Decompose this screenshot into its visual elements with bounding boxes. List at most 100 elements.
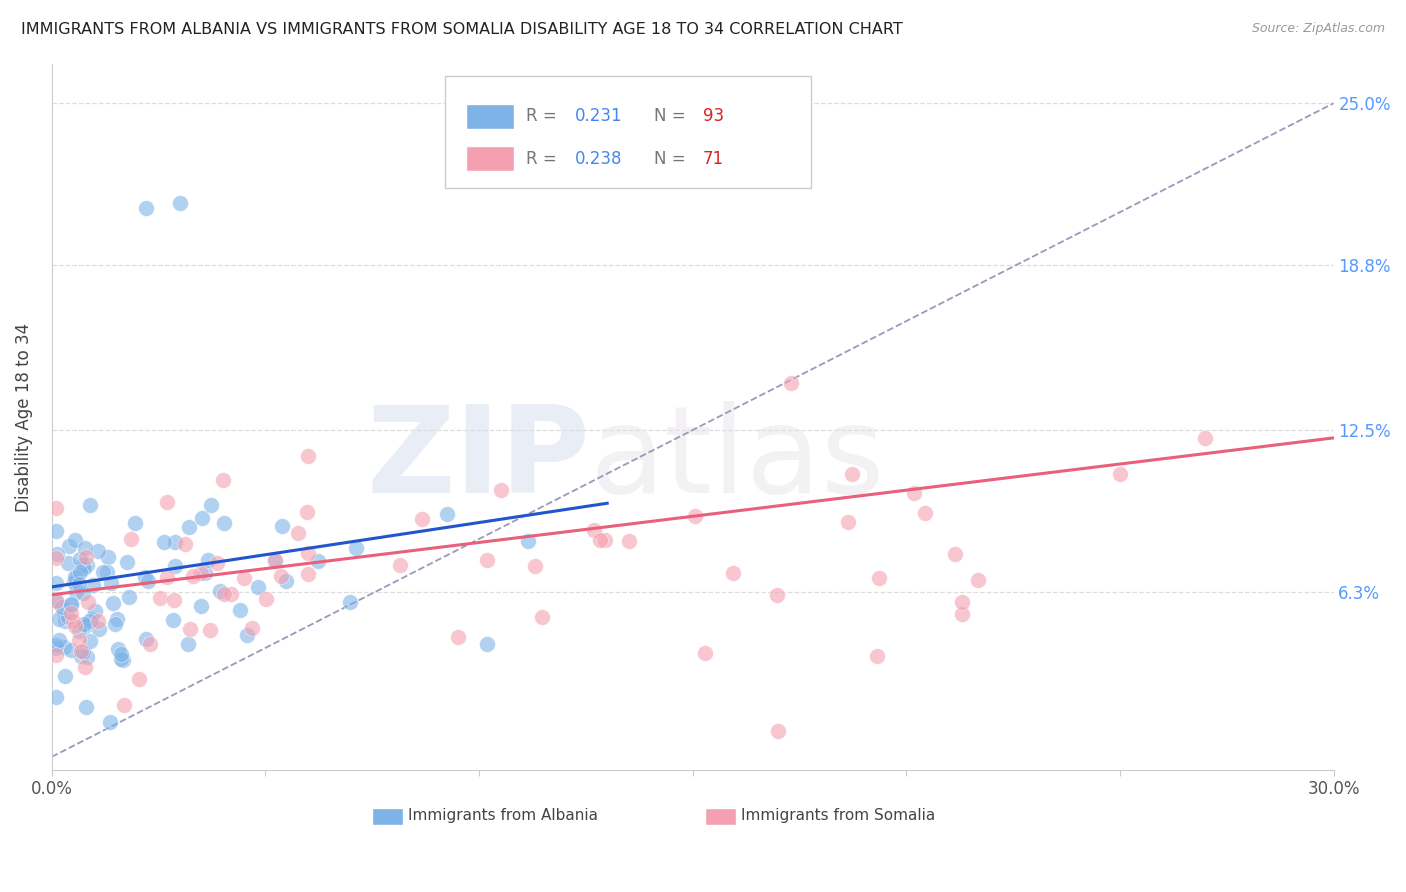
Point	[67, 624, 90, 639]
Point	[72, 616, 94, 631]
Point	[45, 638, 67, 652]
Point	[247, 580, 270, 594]
Point	[344, 541, 367, 556]
Point	[63, 533, 86, 548]
Point	[76, 595, 98, 609]
Point	[693, 646, 716, 660]
Point	[531, 610, 554, 624]
Point	[73, 561, 96, 575]
Point	[139, 637, 162, 651]
Point	[59, 598, 82, 612]
Point	[436, 507, 458, 521]
FancyBboxPatch shape	[465, 146, 515, 171]
Point	[124, 516, 146, 530]
Point	[209, 584, 232, 599]
Point	[589, 533, 612, 548]
Point	[84, 604, 107, 618]
Point	[45, 593, 67, 607]
Point	[65, 570, 87, 584]
Point	[264, 554, 287, 568]
Point	[45, 648, 67, 662]
Point	[79, 615, 101, 629]
Point	[780, 376, 803, 390]
Point	[75, 549, 97, 564]
Point	[163, 535, 186, 549]
Point	[274, 574, 297, 588]
Text: Immigrants from Somalia: Immigrants from Somalia	[741, 808, 935, 823]
Point	[59, 606, 82, 620]
Text: 0.238: 0.238	[575, 150, 623, 168]
Point	[307, 554, 329, 568]
Point	[1109, 467, 1132, 482]
Point	[72, 558, 94, 573]
Point	[270, 568, 292, 582]
Point	[254, 591, 277, 606]
Point	[87, 623, 110, 637]
Point	[617, 534, 640, 549]
Point	[45, 594, 67, 608]
Point	[56, 556, 79, 570]
Point	[73, 619, 96, 633]
Point	[197, 553, 219, 567]
Point	[138, 574, 160, 588]
Point	[766, 588, 789, 602]
Point	[517, 533, 540, 548]
Point	[62, 614, 84, 628]
Point	[134, 570, 156, 584]
Point	[152, 535, 174, 549]
Point	[156, 569, 179, 583]
Point	[190, 599, 212, 613]
Point	[270, 519, 292, 533]
Point	[950, 594, 973, 608]
Text: atlas: atlas	[591, 401, 886, 518]
Point	[287, 525, 309, 540]
Point	[76, 558, 98, 573]
Point	[45, 501, 67, 516]
Point	[100, 576, 122, 591]
Point	[477, 637, 499, 651]
Point	[45, 550, 67, 565]
Point	[107, 642, 129, 657]
Point	[1194, 431, 1216, 445]
Point	[297, 567, 319, 582]
Point	[214, 587, 236, 601]
Point	[48, 632, 70, 647]
Point	[55, 669, 77, 683]
Point	[156, 495, 179, 509]
Point	[163, 593, 186, 607]
Point	[120, 533, 142, 547]
Point	[115, 555, 138, 569]
Point	[841, 467, 863, 481]
Point	[475, 553, 498, 567]
Text: 71: 71	[703, 150, 724, 168]
Point	[96, 565, 118, 579]
Point	[212, 516, 235, 530]
Point	[135, 632, 157, 646]
Point	[388, 558, 411, 572]
Point	[72, 586, 94, 600]
Point	[219, 586, 242, 600]
Point	[194, 566, 217, 581]
Point	[118, 590, 141, 604]
Point	[65, 571, 87, 585]
Point	[240, 621, 263, 635]
Point	[339, 595, 361, 609]
FancyBboxPatch shape	[706, 808, 737, 825]
Point	[51, 600, 73, 615]
Point	[169, 195, 191, 210]
Point	[582, 524, 605, 538]
Point	[181, 569, 204, 583]
Point	[236, 628, 259, 642]
Point	[766, 723, 789, 738]
Point	[58, 609, 80, 624]
Point	[177, 520, 200, 534]
Point	[950, 607, 973, 622]
Point	[112, 698, 135, 712]
Text: Immigrants from Albania: Immigrants from Albania	[408, 808, 598, 823]
Text: R =: R =	[526, 107, 562, 125]
Point	[72, 645, 94, 659]
Point	[523, 559, 546, 574]
Point	[723, 566, 745, 580]
Point	[211, 473, 233, 487]
Point	[97, 550, 120, 565]
